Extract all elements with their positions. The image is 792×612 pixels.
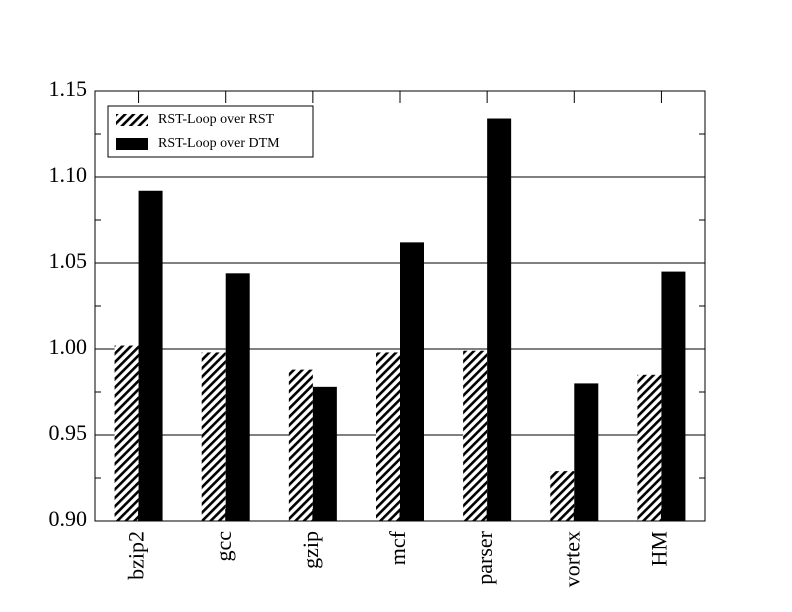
bar xyxy=(637,374,662,521)
bar xyxy=(400,242,424,522)
y-tick-label: 1.00 xyxy=(49,334,88,359)
bars xyxy=(114,118,686,522)
bar xyxy=(114,345,139,521)
legend-swatch xyxy=(116,114,148,126)
x-tick-label: mcf xyxy=(385,530,410,565)
bar xyxy=(376,352,400,521)
bar xyxy=(225,273,250,521)
bar xyxy=(138,190,163,521)
bar xyxy=(201,352,226,521)
y-tick-label: 0.95 xyxy=(49,420,88,445)
bar xyxy=(574,383,599,521)
y-tick-label: 1.05 xyxy=(49,248,88,273)
x-tick-label: bzip2 xyxy=(124,531,149,580)
y-tick-label: 0.90 xyxy=(49,506,88,531)
legend-label: RST-Loop over DTM xyxy=(158,136,280,151)
x-tick-label: gcc xyxy=(211,531,236,562)
bar xyxy=(487,118,512,522)
legend-label: RST-Loop over RST xyxy=(158,112,275,127)
bar xyxy=(312,386,337,521)
x-tick-label: gzip xyxy=(298,531,323,569)
legend: RST-Loop over RST RST-Loop over DTM xyxy=(107,105,314,158)
y-tick-label: 1.15 xyxy=(49,76,88,101)
x-tick-label: parser xyxy=(472,530,497,584)
y-tick-label: 1.10 xyxy=(49,162,88,187)
x-tick-label: HM xyxy=(646,531,671,566)
legend-swatch xyxy=(116,138,148,150)
bar xyxy=(661,271,686,521)
bar xyxy=(288,369,313,521)
x-tick-label: vortex xyxy=(559,531,584,587)
bar xyxy=(550,471,575,521)
bar xyxy=(463,350,488,521)
ticks: 0.90 0.95 1.00 1.05 1.10 1.15 bzip2 gcc gzip mcf p… xyxy=(49,76,705,587)
